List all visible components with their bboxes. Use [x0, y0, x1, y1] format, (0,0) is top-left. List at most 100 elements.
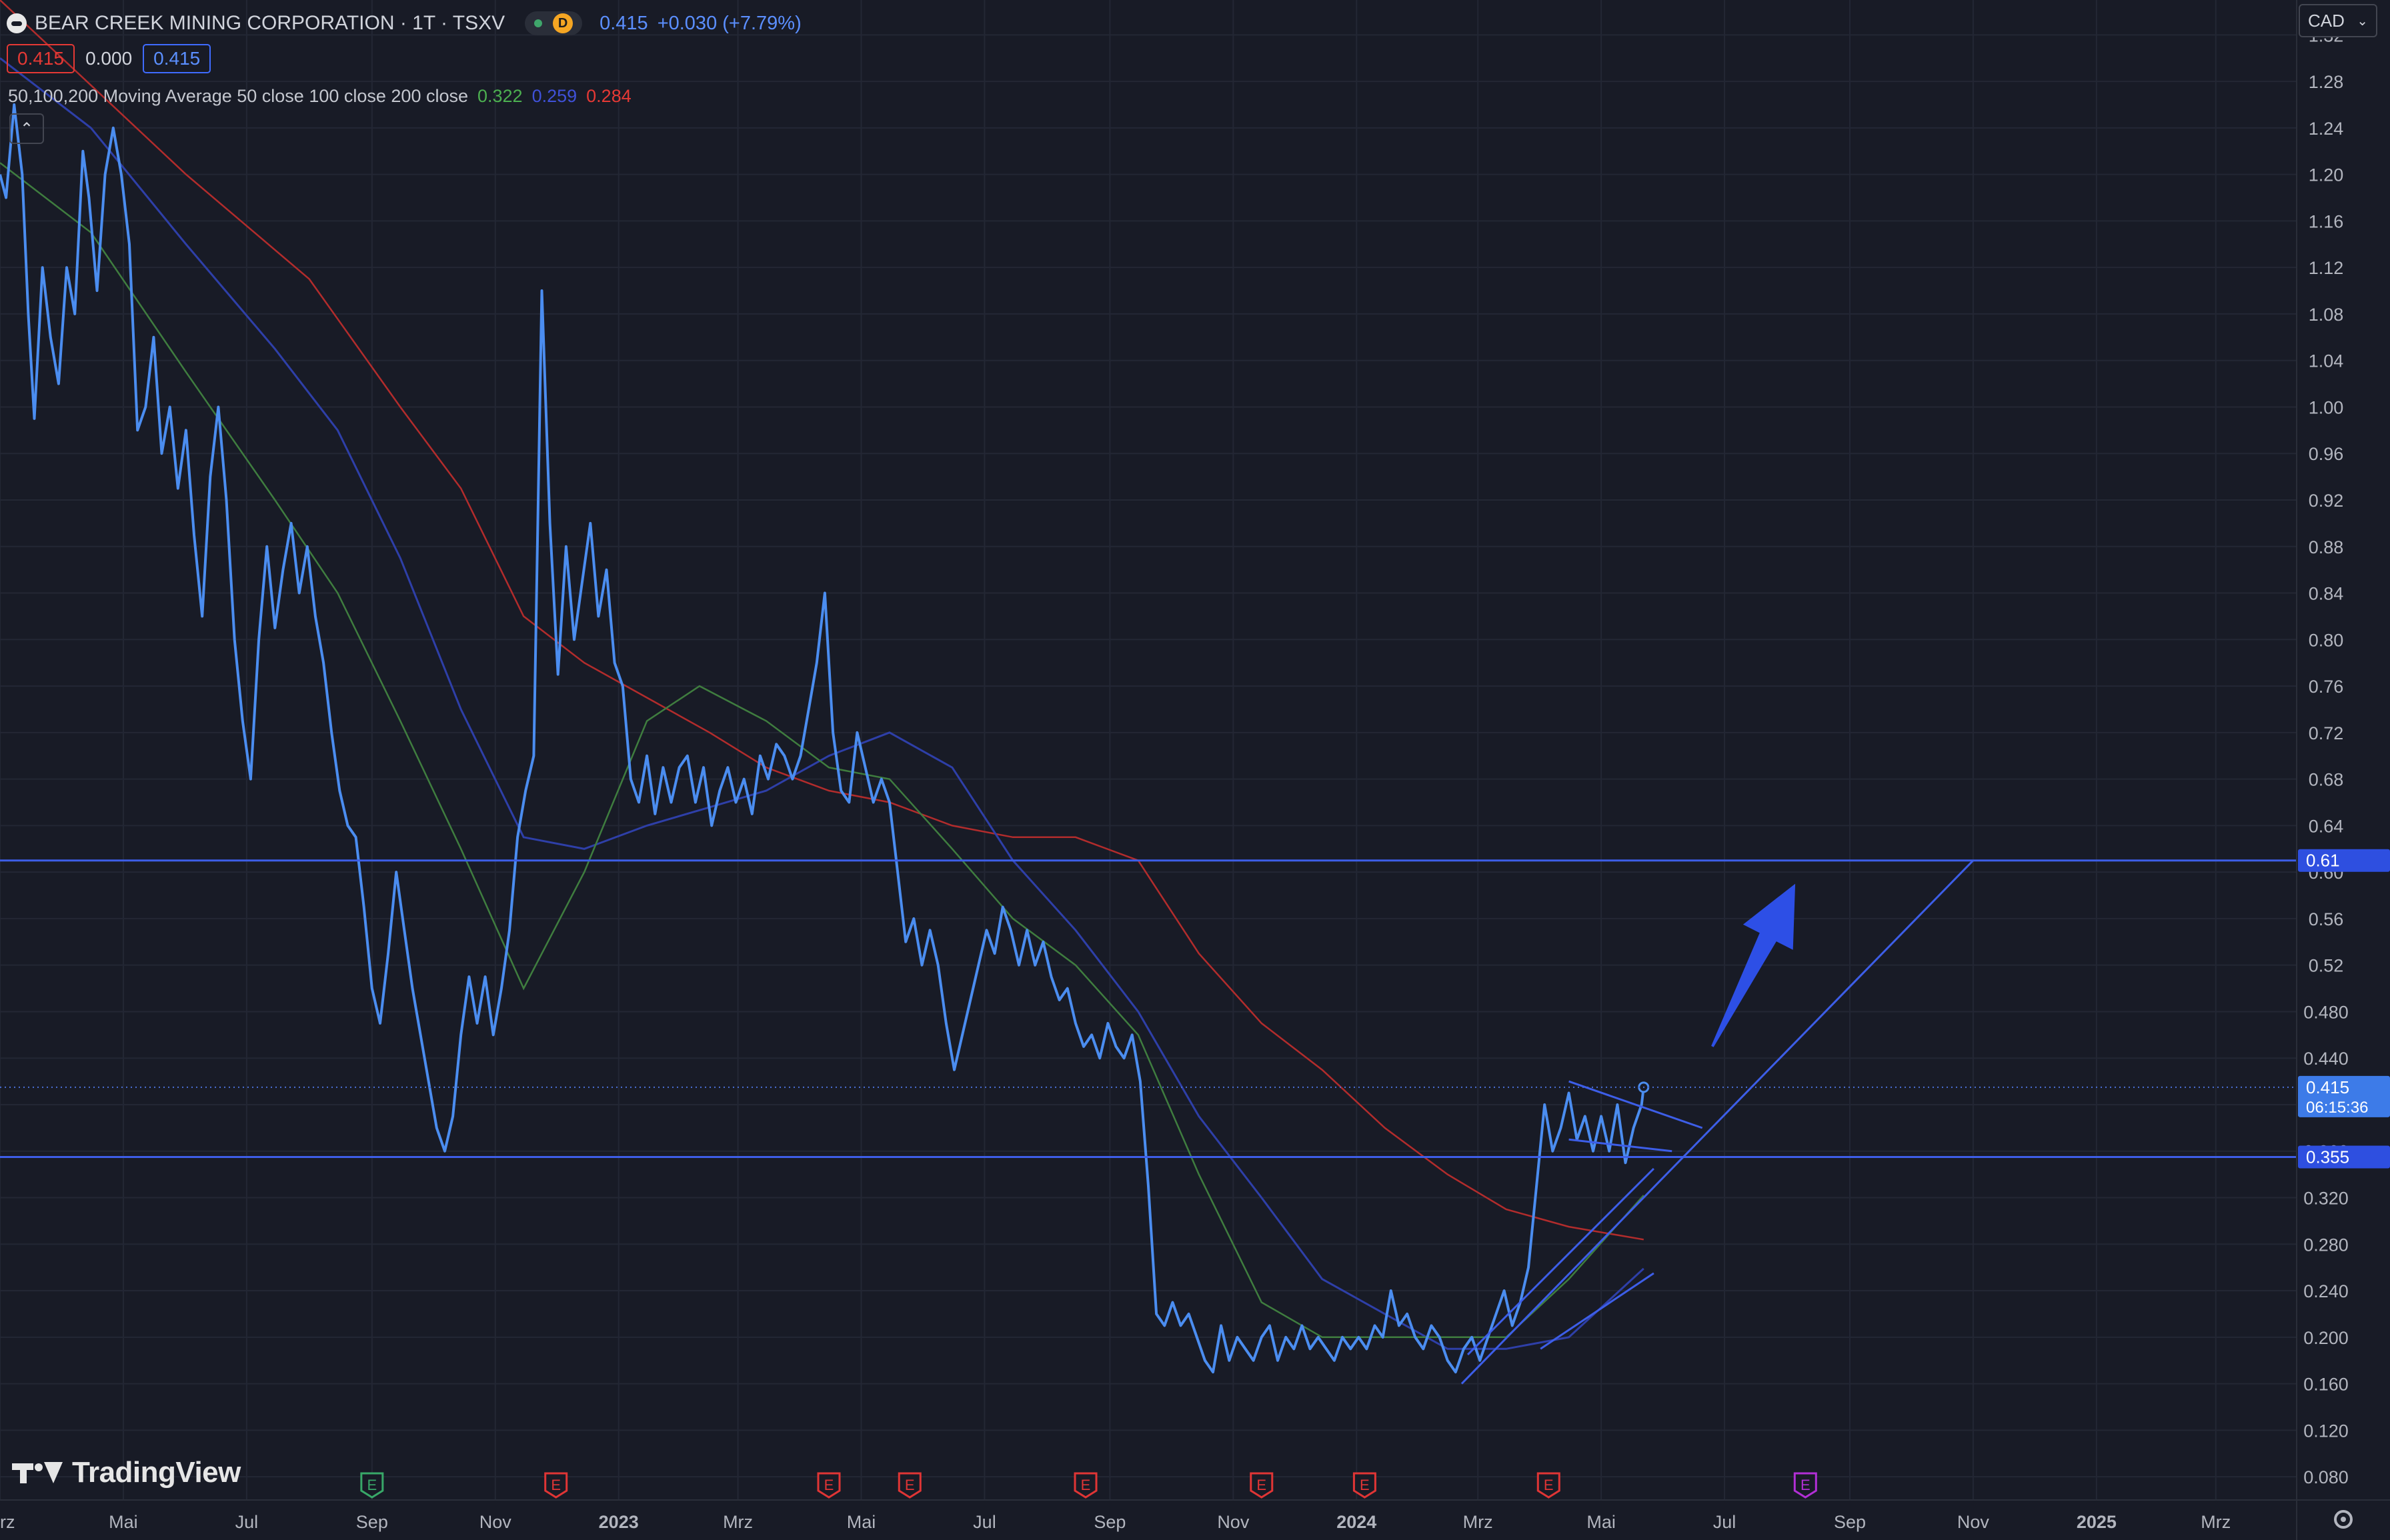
time-tick-label: Jul	[235, 1512, 259, 1532]
buy-price-box[interactable]: 0.415	[143, 44, 211, 73]
time-tick-label: Jul	[1713, 1512, 1736, 1532]
time-tick-label: Mai	[109, 1512, 138, 1532]
earnings-marker: E	[360, 1472, 384, 1499]
market-open-icon	[534, 19, 543, 27]
collapse-legend-button[interactable]: ⌃	[9, 113, 44, 144]
price-tick-label: 0.64	[2309, 816, 2344, 836]
price-level-tag	[2298, 1145, 2390, 1169]
earnings-marker: E	[1793, 1472, 1817, 1499]
price-tick-label: 0.96	[2309, 444, 2344, 464]
price-tick-label: 0.88	[2309, 537, 2344, 557]
price-change: +0.030 (+7.79%)	[657, 12, 802, 34]
price-tick-label: 0.72	[2309, 723, 2344, 743]
price-level-tag	[2298, 849, 2390, 872]
earnings-badge-letter: E	[824, 1477, 834, 1493]
bar-countdown-label: 06:15:36	[2306, 1099, 2368, 1117]
time-tick-label: Nov	[1957, 1512, 1990, 1532]
price-tick-label: 0.84	[2309, 584, 2344, 604]
price-tick-label: 0.76	[2309, 677, 2344, 697]
trendline	[1568, 1138, 1672, 1153]
chevron-up-icon: ⌃	[19, 119, 34, 138]
earnings-badge-letter: E	[1360, 1477, 1370, 1493]
last-price: 0.415	[600, 12, 648, 34]
earnings-badge-letter: E	[1256, 1477, 1266, 1493]
earnings-badge-letter: E	[367, 1477, 377, 1493]
price-level-tag	[2298, 1075, 2390, 1117]
earnings-marker: E	[1250, 1472, 1274, 1499]
price-tick-label: 1.00	[2309, 397, 2344, 417]
price-tick-label: 0.68	[2309, 770, 2344, 790]
price-tick-label: 1.24	[2309, 119, 2344, 139]
price-tick-label: 1.20	[2309, 165, 2344, 185]
drawing-tools	[0, 859, 2297, 1385]
company-logo-icon	[7, 13, 27, 33]
earnings-marker: E	[898, 1472, 922, 1499]
price-tick-label: 1.12	[2309, 258, 2344, 278]
price-tick-label: 0.480	[2303, 1002, 2349, 1022]
time-tick-label: Nov	[479, 1512, 512, 1532]
delayed-data-badge: D	[553, 13, 573, 33]
market-status-badge[interactable]: D	[525, 11, 583, 35]
price-tick-label: 1.28	[2309, 72, 2344, 92]
price-tick-label: 1.04	[2309, 351, 2344, 371]
price-level-label: 0.415	[2306, 1077, 2349, 1097]
tradingview-watermark: TradingView	[12, 1456, 241, 1489]
price-tick-label: 0.92	[2309, 491, 2344, 511]
earnings-badge-letter: E	[551, 1477, 561, 1493]
sell-price-box[interactable]: 0.415	[7, 44, 75, 73]
price-tick-label: 0.440	[2303, 1049, 2349, 1069]
spread-value: 0.000	[85, 48, 133, 69]
earnings-badge-letter: E	[905, 1477, 915, 1493]
earnings-badge-shape	[360, 1472, 384, 1499]
price-tick-label: 0.320	[2303, 1189, 2349, 1209]
time-tick-label: Jul	[973, 1512, 996, 1532]
chevron-down-icon: ⌄	[2357, 13, 2368, 29]
earnings-marker: E	[817, 1472, 841, 1499]
price-tick-label: 0.280	[2303, 1235, 2349, 1255]
chart-series	[0, 0, 1650, 1374]
price-tick-label: 0.240	[2303, 1281, 2349, 1301]
symbol-title[interactable]: BEAR CREEK MINING CORPORATION · 1T · TSX…	[35, 12, 505, 34]
indicator-legend[interactable]: 50,100,200 Moving Average 50 close 100 c…	[8, 84, 632, 108]
earnings-marker: E	[1536, 1472, 1560, 1499]
earnings-marker: E	[544, 1472, 568, 1499]
earnings-marker: E	[1352, 1472, 1376, 1499]
earnings-badge-shape	[898, 1472, 922, 1499]
trendline	[1568, 1080, 1703, 1129]
trendline	[1460, 859, 1975, 1385]
indicator-label: 50,100,200 Moving Average 50 close 100 c…	[8, 85, 468, 106]
ohlc-row: 0.415 0.000 0.415	[7, 43, 221, 75]
time-tick-label: Sep	[1834, 1512, 1866, 1532]
ma50-value: 0.322	[477, 85, 523, 106]
time-tick-label: Sep	[1094, 1512, 1126, 1532]
earnings-badge-shape	[1536, 1472, 1560, 1499]
earnings-badge-shape	[544, 1472, 568, 1499]
chart-header: BEAR CREEK MINING CORPORATION · 1T · TSX…	[7, 7, 802, 40]
price-tick-label: 0.200	[2303, 1328, 2349, 1348]
earnings-badge-shape	[1352, 1472, 1376, 1499]
price-tick-label: 0.52	[2309, 956, 2344, 976]
price-level-label: 0.355	[2306, 1147, 2349, 1167]
currency-label: CAD	[2308, 10, 2345, 31]
time-tick-label: Mai	[1586, 1512, 1616, 1532]
currency-select[interactable]: CAD ⌄	[2299, 4, 2377, 37]
trendline	[1540, 1272, 1654, 1350]
settings-gear-icon[interactable]	[2334, 1510, 2353, 1529]
price-tick-label: 0.120	[2303, 1421, 2349, 1441]
time-tick-label: Mai	[847, 1512, 876, 1532]
earnings-badge-letter: E	[1081, 1477, 1091, 1493]
time-tick-label: Mrz	[0, 1512, 15, 1532]
time-tick-label: 2025	[2077, 1512, 2117, 1532]
bullish-arrow	[1711, 883, 1796, 1047]
tradingview-logo-icon	[12, 1461, 63, 1485]
price-tick-label: 0.080	[2303, 1467, 2349, 1487]
earnings-badge-letter: E	[1544, 1477, 1554, 1493]
price-line	[0, 103, 1645, 1374]
time-tick-label: 2023	[599, 1512, 639, 1532]
time-tick-label: 2024	[1336, 1512, 1376, 1532]
price-tick-label: 1.16	[2309, 211, 2344, 231]
